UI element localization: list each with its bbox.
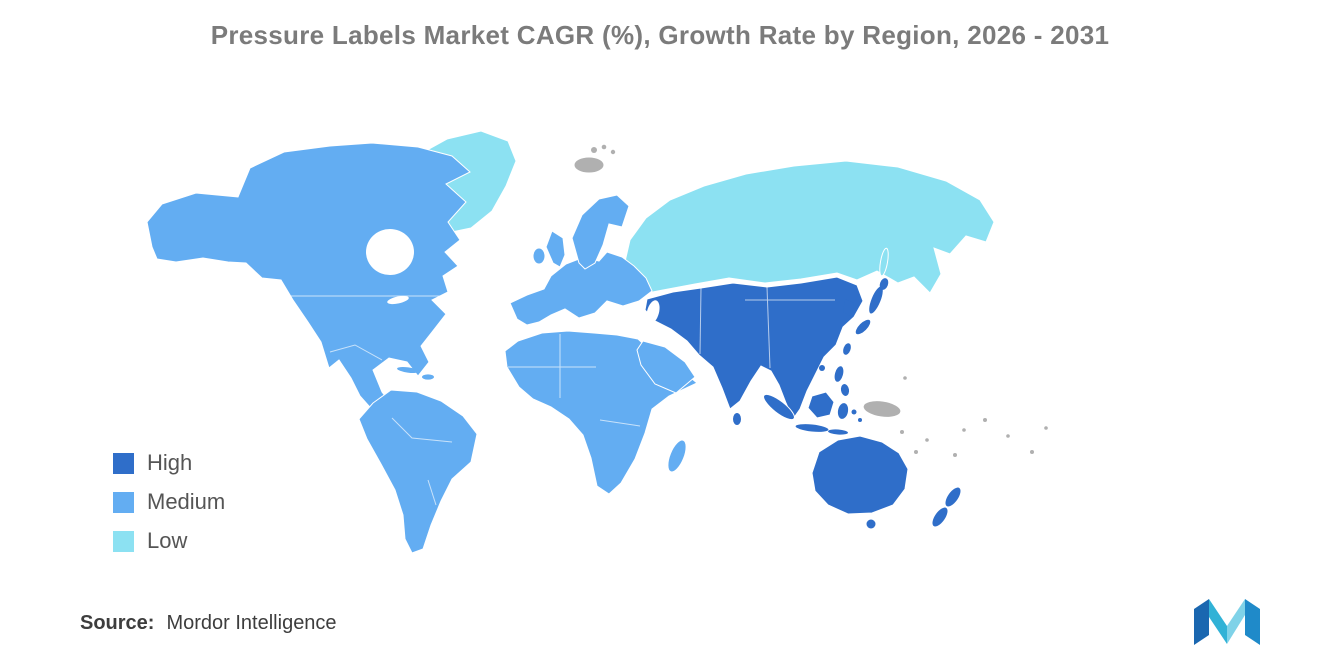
region-asia-mainland xyxy=(644,276,864,421)
region-japan-hokkaido xyxy=(879,278,889,290)
pacific-island xyxy=(900,430,904,434)
lake-hudson-bay xyxy=(366,229,414,275)
region-scandinavia xyxy=(571,194,630,270)
region-uk xyxy=(545,230,566,268)
region-moluccas xyxy=(858,418,862,422)
region-australia xyxy=(811,435,909,515)
legend-item-medium: Medium xyxy=(113,491,225,513)
region-iceland xyxy=(573,156,605,174)
legend-item-high: High xyxy=(113,452,225,474)
region-svalbard xyxy=(601,144,607,150)
region-philippines-mindanao xyxy=(840,384,850,396)
region-japan-kyushu xyxy=(854,318,872,336)
source-value: Mordor Intelligence xyxy=(166,612,337,634)
region-russia xyxy=(623,160,995,297)
pacific-island xyxy=(914,450,918,454)
region-south-america xyxy=(358,389,478,554)
region-philippines-luzon xyxy=(834,366,844,382)
pacific-island xyxy=(903,376,907,380)
legend-swatch-low xyxy=(113,530,134,552)
region-sri-lanka xyxy=(733,413,741,425)
region-madagascar xyxy=(667,439,687,473)
region-new-guinea xyxy=(862,400,902,418)
region-ireland xyxy=(532,247,546,265)
pacific-island xyxy=(1006,434,1010,438)
chart-title: Pressure Labels Market CAGR (%), Growth … xyxy=(210,20,1110,50)
region-sakhalin xyxy=(879,247,889,277)
region-sulawesi xyxy=(837,403,849,419)
region-sumatra xyxy=(763,393,795,421)
region-tasmania xyxy=(866,519,876,529)
mordor-intelligence-logo xyxy=(1194,596,1260,653)
region-moluccas xyxy=(851,409,857,415)
legend: High Medium Low xyxy=(113,452,225,552)
region-taiwan xyxy=(843,343,851,355)
region-new-zealand-south xyxy=(932,507,948,527)
logo-mark-icon xyxy=(1194,599,1260,645)
pacific-island xyxy=(1030,450,1034,454)
region-hainan xyxy=(819,365,825,371)
region-hispaniola xyxy=(422,374,434,380)
legend-label-high: High xyxy=(147,450,193,475)
region-middle-east xyxy=(636,340,696,394)
lake-great-lakes xyxy=(387,295,409,305)
region-europe-mainland xyxy=(509,251,653,326)
region-lesser-sunda xyxy=(828,429,848,435)
region-cuba xyxy=(397,367,419,373)
region-borneo xyxy=(807,391,835,419)
legend-label-medium: Medium xyxy=(147,489,226,514)
pacific-island xyxy=(953,453,957,457)
sea-caspian xyxy=(646,300,660,324)
region-new-zealand-north xyxy=(945,487,961,507)
pacific-island xyxy=(962,428,966,432)
region-korea xyxy=(843,299,854,317)
source-label: Source: xyxy=(80,612,155,634)
region-svalbard xyxy=(610,149,616,155)
pacific-island xyxy=(1044,426,1048,430)
country-borders xyxy=(260,286,835,506)
legend-label-low: Low xyxy=(147,528,188,553)
region-svalbard xyxy=(591,147,597,153)
region-java xyxy=(794,423,830,433)
legend-swatch-medium xyxy=(113,491,134,513)
legend-item-low: Low xyxy=(113,530,225,552)
pacific-island xyxy=(983,418,987,422)
legend-swatch-high xyxy=(113,452,134,474)
source-line: Source: Mordor Intelligence xyxy=(80,612,337,635)
pacific-island xyxy=(925,438,929,442)
